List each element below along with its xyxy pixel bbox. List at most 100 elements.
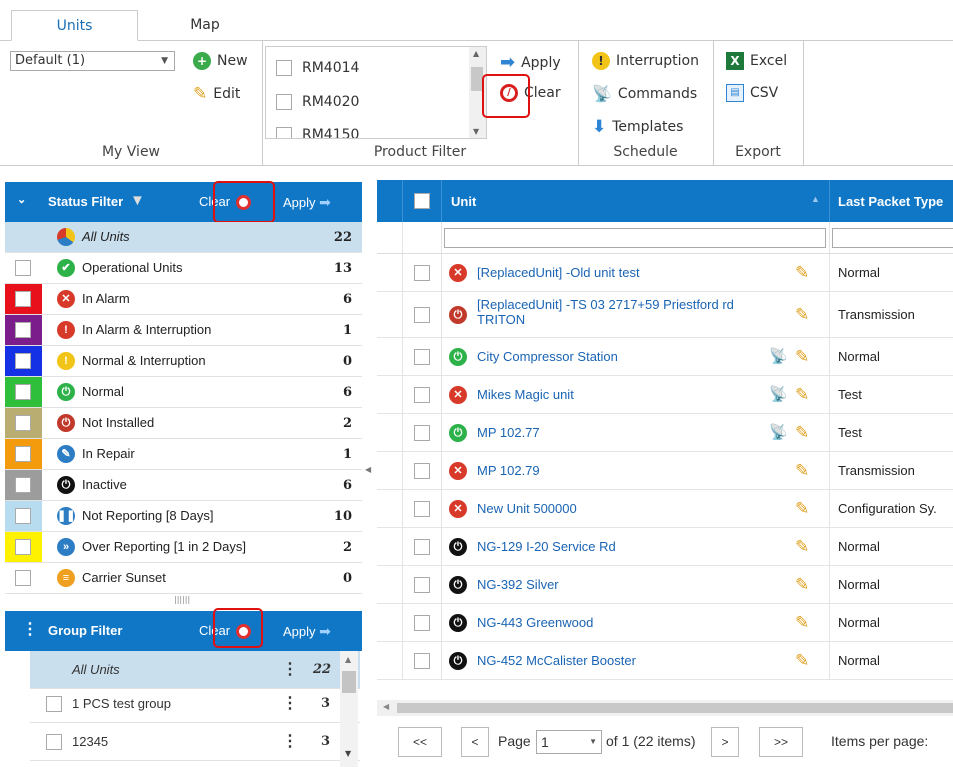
status-row[interactable]: ✔ Operational Units 13 <box>5 253 362 284</box>
templates-button[interactable]: ⬇ Templates <box>592 117 683 137</box>
csv-export-button[interactable]: ▤ CSV <box>726 84 778 102</box>
unit-name-link[interactable]: [ReplacedUnit] -TS 03 2717+59 Priestford… <box>477 297 734 327</box>
table-row[interactable]: ⏻ [ReplacedUnit] -TS 03 2717+59 Priestfor… <box>377 292 953 338</box>
panel-resize-handle[interactable]: |||||| <box>174 595 191 604</box>
packet-filter-input[interactable] <box>832 228 953 248</box>
table-row[interactable]: ⏻ NG-392 Silver ✎ Normal <box>377 566 953 604</box>
antenna-icon[interactable]: 📡 <box>769 386 788 403</box>
scroll-left-icon[interactable]: ◀ <box>383 702 390 711</box>
row-checkbox[interactable] <box>414 653 430 669</box>
next-page-button[interactable]: > <box>711 727 739 757</box>
product-item[interactable]: RM4014 <box>276 60 359 76</box>
unit-name-link[interactable]: City Compressor Station <box>477 349 618 364</box>
group-apply-button[interactable]: Apply ➡ <box>283 623 331 640</box>
scroll-down-icon[interactable]: ▼ <box>473 127 480 136</box>
kebab-menu-icon[interactable]: ⋮ <box>282 661 298 678</box>
product-checkbox[interactable] <box>276 94 292 110</box>
table-row[interactable]: ✕ [ReplacedUnit] -Old unit test ✎ Normal <box>377 254 953 292</box>
unit-name-link[interactable]: MP 102.79 <box>477 463 540 478</box>
unit-name-link[interactable]: Mikes Magic unit <box>477 387 574 402</box>
group-row[interactable]: 12345 ⋮ 3 <box>30 723 360 761</box>
status-all-units-row[interactable]: All Units 22 <box>5 222 362 253</box>
pencil-icon[interactable]: ✎ <box>795 613 810 632</box>
kebab-menu-icon[interactable]: ⋮ <box>22 621 38 638</box>
scroll-thumb[interactable] <box>471 67 483 91</box>
status-row[interactable]: ! In Alarm & Interruption 1 <box>5 315 362 346</box>
pencil-icon[interactable]: ✎ <box>795 347 810 366</box>
table-row[interactable]: ✕ MP 102.79 ✎ Transmission <box>377 452 953 490</box>
unit-name-link[interactable]: [ReplacedUnit] -Old unit test <box>477 265 640 280</box>
scroll-down-icon[interactable]: ▼ <box>345 749 352 758</box>
row-checkbox[interactable] <box>414 463 430 479</box>
interruption-button[interactable]: ! Interruption <box>592 52 699 70</box>
row-checkbox[interactable] <box>414 615 430 631</box>
group-all-units-row[interactable]: All Units ⋮ 22 <box>30 651 360 689</box>
scrollbar[interactable]: ▲ ▼ <box>469 47 486 138</box>
table-row[interactable]: ⏻ NG-452 McCalister Booster ✎ Normal <box>377 642 953 680</box>
antenna-icon[interactable]: 📡 <box>769 348 788 365</box>
status-checkbox[interactable] <box>15 477 31 493</box>
product-item[interactable]: RM4020 <box>276 94 359 110</box>
status-checkbox[interactable] <box>15 260 31 276</box>
scroll-thumb[interactable] <box>342 671 356 693</box>
status-row[interactable]: ⏻ Inactive 6 <box>5 470 362 501</box>
status-row[interactable]: ! Normal & Interruption 0 <box>5 346 362 377</box>
commands-button[interactable]: 📡 Commands <box>592 84 697 103</box>
group-checkbox[interactable] <box>46 734 62 750</box>
status-row[interactable]: ⏻ Not Installed 2 <box>5 408 362 439</box>
product-filter-list[interactable]: RM4014 RM4020 RM4150 ▲ ▼ <box>265 46 487 139</box>
kebab-menu-icon[interactable]: ⋮ <box>282 695 298 712</box>
row-checkbox[interactable] <box>414 387 430 403</box>
edit-view-button[interactable]: ✎ Edit <box>193 84 240 104</box>
status-row[interactable]: » Over Reporting [1 in 2 Days] 2 <box>5 532 362 563</box>
status-checkbox[interactable] <box>15 384 31 400</box>
row-checkbox[interactable] <box>414 577 430 593</box>
status-checkbox[interactable] <box>15 415 31 431</box>
product-checkbox[interactable] <box>276 127 292 138</box>
status-apply-button[interactable]: Apply ➡ <box>283 194 331 211</box>
status-row[interactable]: ✕ In Alarm 6 <box>5 284 362 315</box>
table-row[interactable]: ⏻ NG-129 I-20 Service Rd ✎ Normal <box>377 528 953 566</box>
pencil-icon[interactable]: ✎ <box>795 263 810 282</box>
product-apply-button[interactable]: ➡ Apply <box>500 52 561 73</box>
pencil-icon[interactable]: ✎ <box>795 575 810 594</box>
unit-name-link[interactable]: NG-452 McCalister Booster <box>477 653 636 668</box>
product-item[interactable]: RM4150 <box>276 127 359 138</box>
col-unit-header[interactable]: Unit <box>451 194 477 209</box>
unit-name-link[interactable]: MP 102.77 <box>477 425 540 440</box>
status-checkbox[interactable] <box>15 446 31 462</box>
unit-name-link[interactable]: NG-392 Silver <box>477 577 559 592</box>
status-checkbox[interactable] <box>15 322 31 338</box>
row-checkbox[interactable] <box>414 349 430 365</box>
collapse-icon[interactable]: ⌄ <box>17 194 27 206</box>
view-select[interactable]: Default (1) ▼ <box>10 51 175 71</box>
row-checkbox[interactable] <box>414 539 430 555</box>
row-checkbox[interactable] <box>414 265 430 281</box>
row-checkbox[interactable] <box>414 501 430 517</box>
unit-filter-input[interactable] <box>444 228 826 248</box>
last-page-button[interactable]: >> <box>759 727 803 757</box>
product-clear-button[interactable]: / Clear <box>500 84 561 102</box>
kebab-menu-icon[interactable]: ⋮ <box>282 733 298 750</box>
new-view-button[interactable]: + New <box>193 52 248 70</box>
pencil-icon[interactable]: ✎ <box>795 423 810 442</box>
page-select[interactable]: 1 ▼ <box>536 730 602 754</box>
row-checkbox[interactable] <box>414 307 430 323</box>
select-all-checkbox[interactable] <box>414 193 430 209</box>
excel-export-button[interactable]: X Excel <box>726 52 787 70</box>
table-row[interactable]: ⏻ MP 102.77 📡 ✎ Test <box>377 414 953 452</box>
table-row[interactable]: ⏻ City Compressor Station 📡 ✎ Normal <box>377 338 953 376</box>
status-checkbox[interactable] <box>15 508 31 524</box>
pencil-icon[interactable]: ✎ <box>795 499 810 518</box>
status-checkbox[interactable] <box>15 570 31 586</box>
pencil-icon[interactable]: ✎ <box>795 461 810 480</box>
unit-name-link[interactable]: NG-129 I-20 Service Rd <box>477 539 616 554</box>
group-checkbox[interactable] <box>46 696 62 712</box>
splitter-handle[interactable]: ◀ <box>364 180 374 760</box>
pencil-icon[interactable]: ✎ <box>795 385 810 404</box>
status-row[interactable]: ✎ In Repair 1 <box>5 439 362 470</box>
first-page-button[interactable]: << <box>398 727 442 757</box>
scrollbar[interactable]: ▲ ▼ <box>340 651 358 767</box>
product-checkbox[interactable] <box>276 60 292 76</box>
status-checkbox[interactable] <box>15 353 31 369</box>
